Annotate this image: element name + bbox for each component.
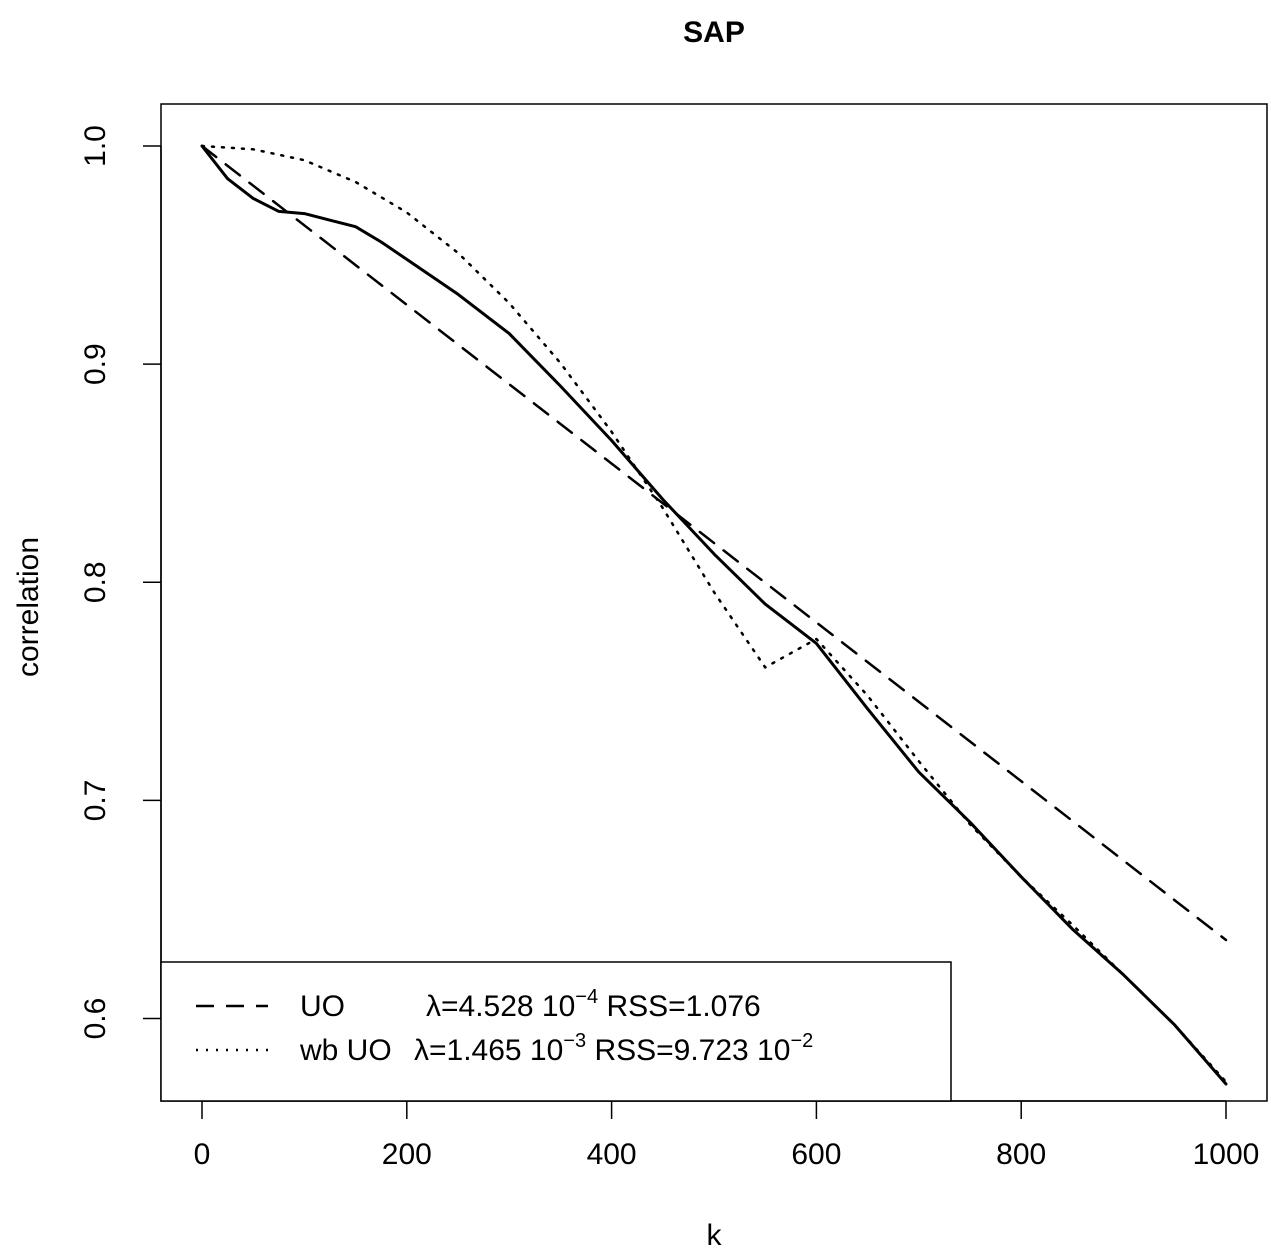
legend-stat-text: λ=1.465 10 — [414, 1034, 563, 1067]
x-tick-label: 0 — [194, 1138, 211, 1171]
series-line-uo — [200, 144, 1228, 942]
chart-title: SAP — [683, 16, 745, 49]
legend-stats: λ=4.528 10−4 RSS=1.076 — [426, 986, 761, 1023]
legend-stat-text: λ=4.528 10 — [426, 990, 575, 1023]
legend-series-name: UO — [300, 990, 345, 1023]
legend-exponent: −4 — [575, 986, 598, 1008]
y-tick-label: 0.7 — [79, 780, 112, 822]
y-axis: 0.6 0.7 0.8 0.9 1.0 — [79, 125, 162, 1040]
x-axis: 0 200 400 600 800 1000 — [194, 1100, 1260, 1171]
x-tick-label: 800 — [996, 1138, 1046, 1171]
legend-exponent: −2 — [790, 1030, 813, 1052]
series-line-wb-uo — [200, 144, 1228, 1084]
x-tick-label: 1000 — [1193, 1138, 1260, 1171]
series-line-solid — [200, 144, 1228, 1086]
legend-stat-text: RSS=9.723 10 — [586, 1034, 790, 1067]
legend-exponent: −3 — [563, 1030, 586, 1052]
plot-frame — [160, 103, 1268, 1102]
x-tick-label: 400 — [587, 1138, 637, 1171]
y-tick-label: 1.0 — [79, 125, 112, 167]
y-tick-label: 0.6 — [79, 998, 112, 1040]
legend-stats: λ=1.465 10−3 RSS=9.723 10−2 — [414, 1030, 813, 1067]
x-tick-label: 200 — [382, 1138, 432, 1171]
y-tick-label: 0.8 — [79, 561, 112, 603]
y-tick-label: 0.9 — [79, 343, 112, 385]
series-layer — [200, 144, 1228, 1086]
legend-box — [160, 961, 952, 1102]
x-tick-label: 600 — [791, 1138, 841, 1171]
x-axis-label: k — [707, 1219, 723, 1250]
legend-series-name: wb UO — [299, 1034, 392, 1067]
legend-stat-text: RSS=1.076 — [598, 990, 761, 1023]
y-axis-label: correlation — [12, 537, 45, 677]
